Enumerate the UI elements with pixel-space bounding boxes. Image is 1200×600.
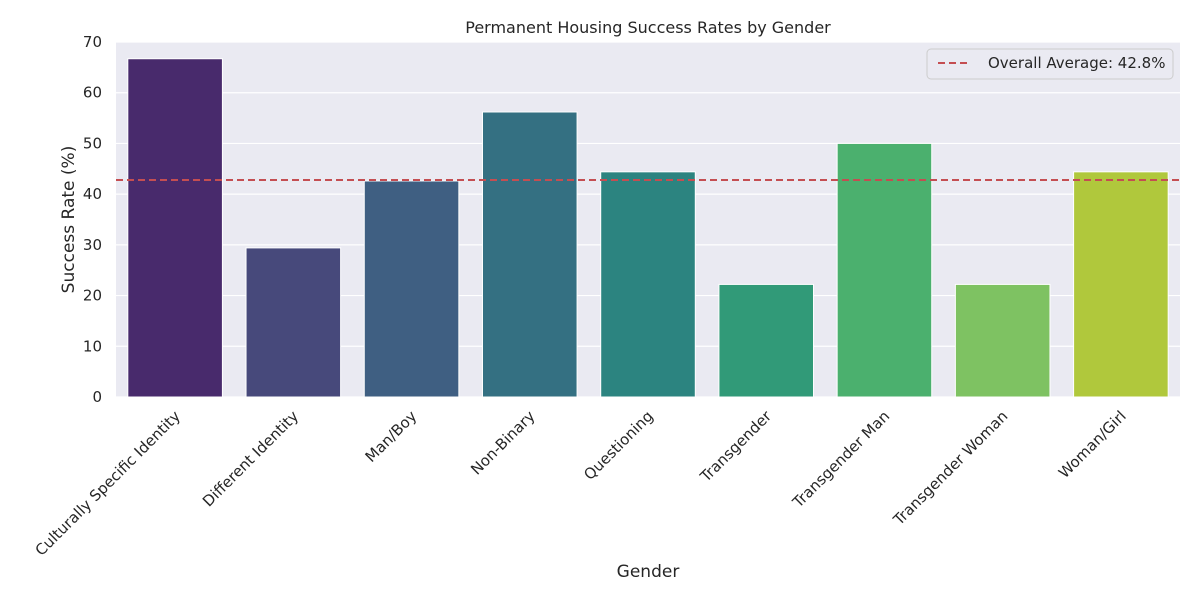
y-tick-label: 70 (83, 33, 102, 51)
y-tick-label: 10 (83, 337, 102, 355)
y-tick-label: 50 (83, 134, 102, 152)
chart-title: Permanent Housing Success Rates by Gende… (465, 18, 831, 37)
y-tick-label: 30 (83, 236, 102, 254)
x-tick-label: Different Identity (199, 407, 302, 510)
bar (718, 283, 815, 398)
bar (836, 142, 933, 398)
x-axis-ticks: Culturally Specific Identity Different Id… (32, 407, 1130, 560)
bar (363, 180, 460, 398)
bar (481, 111, 578, 398)
legend-box (926, 48, 1174, 80)
bar (127, 58, 223, 398)
legend: Overall Average: 42.8% (926, 48, 1174, 80)
bars (127, 58, 1169, 398)
y-axis-ticks: 0 10 20 30 40 50 60 70 (83, 33, 102, 406)
bar (1073, 171, 1169, 398)
x-tick-label: Transgender (696, 407, 776, 487)
x-tick-label: Culturally Specific Identity (32, 407, 184, 559)
x-tick-label: Transgender Woman (889, 407, 1011, 529)
x-tick-label: Woman/Girl (1055, 407, 1130, 482)
x-tick-label: Man/Boy (362, 407, 421, 466)
x-tick-label: Questioning (580, 407, 657, 484)
x-tick-label: Non-Binary (467, 407, 538, 478)
y-tick-label: 40 (83, 185, 102, 203)
x-tick-label: Transgender Man (788, 407, 893, 512)
y-tick-label: 60 (83, 84, 102, 102)
y-axis-title: Success Rate (%) (59, 146, 79, 294)
y-tick-label: 0 (92, 388, 102, 406)
bar (245, 247, 342, 398)
x-axis-title: Gender (617, 562, 680, 582)
legend-label: Overall Average: 42.8% (988, 54, 1165, 72)
bar (600, 171, 696, 398)
y-tick-label: 20 (83, 287, 102, 305)
bar (954, 283, 1051, 398)
